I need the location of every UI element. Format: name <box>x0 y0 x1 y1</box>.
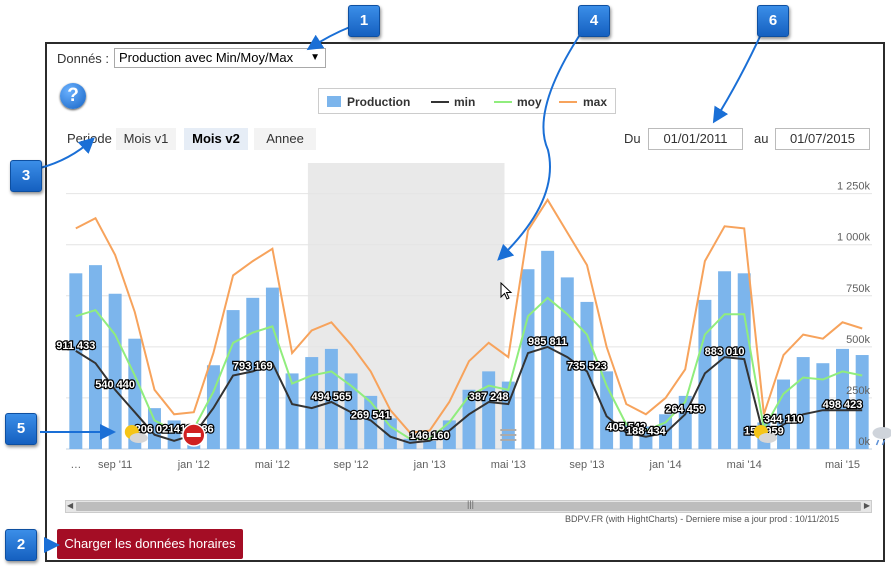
legend-production[interactable]: Production <box>347 95 411 109</box>
tab-mois-v1[interactable]: Mois v1 <box>116 128 176 150</box>
dropdown-arrow-icon: ▼ <box>310 52 320 63</box>
date-to-input[interactable]: 01/07/2015 <box>775 128 870 150</box>
date-from-label: Du <box>624 131 641 146</box>
data-selector-label: Donnés : <box>57 51 110 66</box>
data-select[interactable]: Production avec Min/Moy/Max ▼ <box>114 48 326 68</box>
callout-badge-4: 4 <box>578 5 610 37</box>
grip-icon: ||| <box>467 499 475 509</box>
scroll-left-icon[interactable]: ◀ <box>67 501 74 510</box>
scroll-right-icon[interactable]: ▶ <box>863 501 870 510</box>
tab-mois-v2[interactable]: Mois v2 <box>184 128 248 150</box>
load-hourly-data-button[interactable]: Charger les données horaires <box>57 529 243 559</box>
scrollbar-thumb[interactable]: ||| <box>76 499 861 511</box>
chart-legend: Production min moy max <box>318 88 616 114</box>
date-to-label: au <box>754 131 769 146</box>
chart-credit: BDPV.FR (with HightCharts) - Derniere mi… <box>565 514 840 524</box>
date-from-input[interactable]: 01/01/2011 <box>648 128 743 150</box>
periode-label: Periode <box>67 131 112 146</box>
legend-max[interactable]: max <box>583 95 608 109</box>
tab-annee[interactable]: Annee <box>254 128 316 150</box>
legend-min-swatch <box>431 101 449 103</box>
chart-widget <box>45 42 885 562</box>
mouse-cursor-icon <box>500 282 513 300</box>
callout-badge-1: 1 <box>348 5 380 37</box>
data-select-value: Production avec Min/Moy/Max <box>119 50 294 65</box>
legend-moy-swatch <box>494 101 512 103</box>
legend-max-swatch <box>559 101 577 103</box>
chart-scrollbar[interactable]: ◀ ||| ▶ <box>65 499 872 513</box>
help-icon[interactable]: ? <box>60 83 86 109</box>
callout-badge-6: 6 <box>757 5 789 37</box>
legend-production-swatch <box>327 96 341 107</box>
legend-min[interactable]: min <box>454 95 476 109</box>
callout-badge-3: 3 <box>10 160 42 192</box>
legend-moy[interactable]: moy <box>517 95 542 109</box>
callout-badge-5: 5 <box>5 413 37 445</box>
callout-badge-2: 2 <box>5 529 37 561</box>
